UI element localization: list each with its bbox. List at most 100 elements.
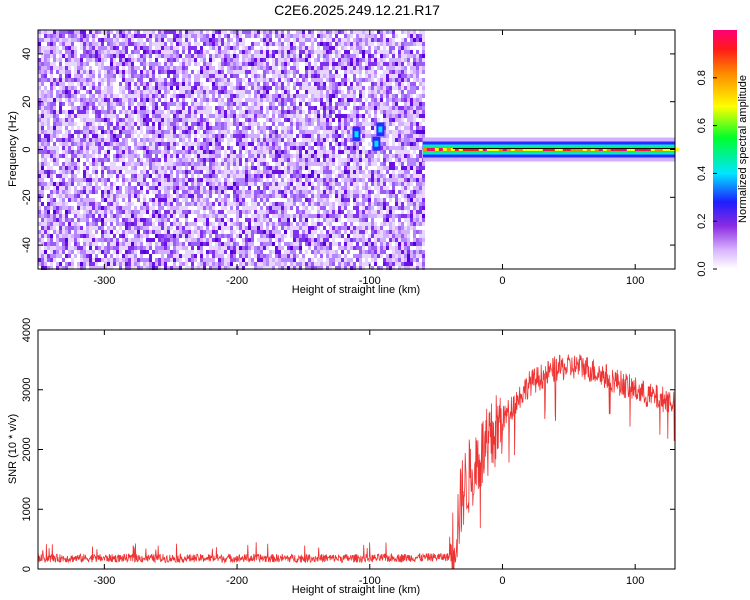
heatmap-cell — [206, 194, 209, 198]
heatmap-cell — [107, 198, 110, 202]
heatmap-cell — [128, 82, 131, 86]
heatmap-cell — [287, 186, 290, 190]
heatmap-cell — [266, 138, 269, 142]
heatmap-cell — [326, 66, 329, 70]
heatmap-cell — [275, 30, 278, 34]
heatmap-cell — [122, 246, 125, 250]
heatmap-cell — [194, 150, 197, 154]
heatmap-cell — [176, 166, 179, 170]
heatmap-cell — [254, 50, 257, 54]
heatmap-cell — [296, 106, 299, 110]
heatmap-cell — [74, 178, 77, 182]
heatmap-cell — [167, 234, 170, 238]
heatmap-cell — [278, 118, 281, 122]
heatmap-cell — [86, 238, 89, 242]
heatmap-cell — [77, 246, 80, 250]
heatmap-cell — [233, 254, 236, 258]
heatmap-cell — [245, 210, 248, 214]
heatmap-cell — [119, 258, 122, 262]
heatmap-cell — [113, 78, 116, 82]
heatmap-cell — [251, 102, 254, 106]
heatmap-cell — [143, 66, 146, 70]
heatmap-cell — [68, 222, 71, 226]
heatmap-cell — [251, 98, 254, 102]
heatmap-cell — [134, 138, 137, 142]
heatmap-cell — [224, 82, 227, 86]
heatmap-cell — [338, 74, 341, 78]
heatmap-cell — [68, 254, 71, 258]
heatmap-cell — [71, 266, 74, 270]
heatmap-cell — [257, 178, 260, 182]
heatmap-cell — [197, 174, 200, 178]
heatmap-cell — [323, 114, 326, 118]
heatmap-cell — [284, 230, 287, 234]
heatmap-cell — [251, 54, 254, 58]
heatmap-cell — [92, 130, 95, 134]
heatmap-cell — [335, 126, 338, 130]
heatmap-cell — [215, 54, 218, 58]
heatmap-cell — [167, 74, 170, 78]
heatmap-cell — [296, 110, 299, 114]
heatmap-cell — [302, 78, 305, 82]
heatmap-cell — [317, 190, 320, 194]
heatmap-cell — [221, 86, 224, 90]
heatmap-cell — [113, 218, 116, 222]
heatmap-cell — [296, 66, 299, 70]
heatmap-cell — [326, 94, 329, 98]
heatmap-cell — [80, 30, 83, 34]
heatmap-cell — [278, 214, 281, 218]
heatmap-cell — [62, 226, 65, 230]
heatmap-cell — [206, 102, 209, 106]
heatmap-cell — [53, 198, 56, 202]
heatmap-cell — [86, 242, 89, 246]
heatmap-cell — [302, 130, 305, 134]
heatmap-cell — [107, 110, 110, 114]
heatmap-cell — [158, 122, 161, 126]
heatmap-cell — [305, 182, 308, 186]
heatmap-cell — [296, 134, 299, 138]
heatmap-cell — [44, 138, 47, 142]
heatmap-cell — [77, 38, 80, 42]
heatmap-cell — [80, 86, 83, 90]
heatmap-cell — [86, 150, 89, 154]
heatmap-cell — [110, 102, 113, 106]
heatmap-cell — [173, 30, 176, 34]
heatmap-cell — [47, 170, 50, 174]
heatmap-cell — [302, 122, 305, 126]
heatmap-cell — [74, 38, 77, 42]
heatmap-cell — [314, 118, 317, 122]
heatmap-cell — [224, 182, 227, 186]
heatmap-cell — [200, 134, 203, 138]
heatmap-cell — [278, 150, 281, 154]
heatmap-cell — [146, 134, 149, 138]
heatmap-cell — [290, 250, 293, 254]
heatmap-cell — [293, 146, 296, 150]
heatmap-cell — [176, 94, 179, 98]
heatmap-cell — [299, 218, 302, 222]
heatmap-cell — [56, 150, 59, 154]
heatmap-cell — [305, 66, 308, 70]
heatmap-cell — [329, 182, 332, 186]
heatmap-cell — [41, 190, 44, 194]
heatmap-cell — [140, 186, 143, 190]
heatmap-cell — [197, 150, 200, 154]
heatmap-cell — [311, 38, 314, 42]
heatmap-cell — [158, 118, 161, 122]
heatmap-cell — [188, 90, 191, 94]
heatmap-cell — [107, 102, 110, 106]
heatmap-cell — [50, 166, 53, 170]
heatmap-cell — [131, 130, 134, 134]
heatmap-cell — [266, 86, 269, 90]
heatmap-cell — [158, 82, 161, 86]
heatmap-cell — [83, 118, 86, 122]
heatmap-cell — [56, 58, 59, 62]
heatmap-cell — [104, 194, 107, 198]
heatmap-cell — [284, 258, 287, 262]
heatmap-cell — [80, 206, 83, 210]
heatmap-cell — [149, 42, 152, 46]
heatmap-cell — [206, 158, 209, 162]
heatmap-cell — [83, 98, 86, 102]
heatmap-cell — [59, 262, 62, 266]
heatmap-cell — [50, 42, 53, 46]
heatmap-cell — [38, 122, 41, 126]
